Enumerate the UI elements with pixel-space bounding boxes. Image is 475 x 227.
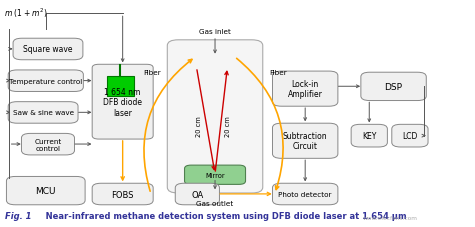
FancyBboxPatch shape bbox=[8, 71, 83, 92]
Text: DSP: DSP bbox=[385, 82, 403, 91]
FancyBboxPatch shape bbox=[175, 183, 219, 205]
Text: Subtraction
Circuit: Subtraction Circuit bbox=[283, 131, 327, 151]
FancyBboxPatch shape bbox=[167, 41, 263, 193]
FancyBboxPatch shape bbox=[21, 134, 75, 155]
Text: $m\ (1+m^{\,2})$: $m\ (1+m^{\,2})$ bbox=[4, 6, 48, 20]
Text: Lock-in
Amplifier: Lock-in Amplifier bbox=[288, 80, 323, 99]
Text: FOBS: FOBS bbox=[112, 190, 134, 199]
Text: Gas outlet: Gas outlet bbox=[196, 200, 234, 206]
FancyBboxPatch shape bbox=[8, 102, 78, 124]
Text: Fiber: Fiber bbox=[269, 69, 287, 75]
FancyBboxPatch shape bbox=[392, 125, 428, 147]
FancyBboxPatch shape bbox=[92, 65, 153, 139]
Text: Mirror: Mirror bbox=[205, 172, 225, 178]
FancyBboxPatch shape bbox=[7, 177, 85, 205]
Text: 20 cm: 20 cm bbox=[225, 116, 231, 136]
Text: LCD: LCD bbox=[402, 132, 418, 141]
FancyBboxPatch shape bbox=[13, 39, 83, 60]
FancyBboxPatch shape bbox=[273, 124, 338, 159]
Text: Gas inlet: Gas inlet bbox=[199, 29, 231, 35]
FancyBboxPatch shape bbox=[184, 165, 246, 185]
Text: OA: OA bbox=[191, 190, 203, 199]
Text: Fig. 1: Fig. 1 bbox=[5, 211, 32, 220]
FancyBboxPatch shape bbox=[92, 183, 153, 205]
Text: Current
control: Current control bbox=[34, 138, 62, 151]
Text: Fiber: Fiber bbox=[143, 69, 161, 75]
Text: KEY: KEY bbox=[362, 132, 377, 141]
Text: Photo detector: Photo detector bbox=[278, 191, 332, 197]
FancyBboxPatch shape bbox=[273, 72, 338, 107]
FancyBboxPatch shape bbox=[273, 183, 338, 205]
Text: MCU: MCU bbox=[36, 186, 56, 195]
Text: Saw & sine wave: Saw & sine wave bbox=[12, 110, 74, 116]
FancyBboxPatch shape bbox=[351, 125, 388, 147]
FancyBboxPatch shape bbox=[361, 73, 426, 101]
Text: Near-infrared methane detection system using DFB diode laser at 1.654 μm: Near-infrared methane detection system u… bbox=[37, 211, 407, 220]
Text: 1 654 nm
DFB diode
laser: 1 654 nm DFB diode laser bbox=[103, 87, 142, 117]
Text: Temperature control: Temperature control bbox=[9, 78, 82, 84]
Text: www.elecfans.com: www.elecfans.com bbox=[363, 215, 418, 220]
FancyBboxPatch shape bbox=[107, 76, 134, 96]
Text: Square wave: Square wave bbox=[23, 45, 73, 54]
Text: 20 cm: 20 cm bbox=[196, 116, 202, 136]
